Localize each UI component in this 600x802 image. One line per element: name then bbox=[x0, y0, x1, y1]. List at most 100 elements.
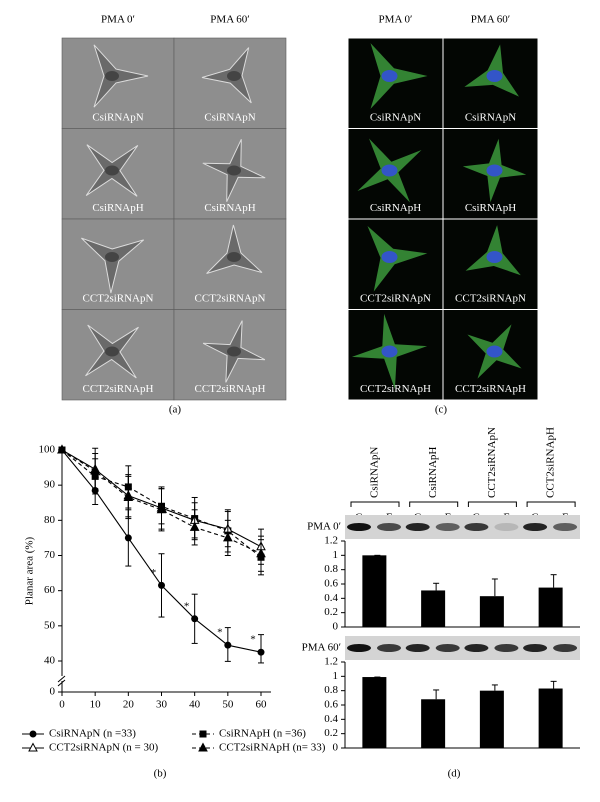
panel-label: (a) bbox=[169, 404, 182, 416]
blot-band bbox=[523, 523, 548, 531]
column-header: PMA 0′ bbox=[379, 14, 413, 26]
nucleus bbox=[381, 345, 398, 358]
y-tick-label: 0.2 bbox=[324, 606, 338, 618]
panel-label: (d) bbox=[448, 768, 461, 780]
nucleus bbox=[227, 165, 241, 176]
blot-band bbox=[435, 644, 460, 652]
x-tick-label: 40 bbox=[189, 699, 201, 711]
cell-label: CCT2siRNApH bbox=[195, 383, 266, 395]
series-line bbox=[61, 449, 262, 653]
nucleus bbox=[227, 71, 241, 81]
y-axis-label: Planar area (%) bbox=[24, 536, 36, 605]
bar bbox=[479, 596, 504, 627]
cell-label: CCT2siRNApH bbox=[83, 383, 154, 395]
y-tick-label: 40 bbox=[44, 655, 56, 667]
blot-band bbox=[435, 523, 460, 531]
blot-band bbox=[494, 644, 519, 652]
x-tick-label: 10 bbox=[90, 699, 102, 711]
nucleus bbox=[486, 251, 503, 263]
nucleus bbox=[105, 71, 119, 81]
group-header: CCT2siRNApH bbox=[545, 427, 557, 498]
marker bbox=[198, 742, 208, 752]
blot-band bbox=[377, 523, 401, 531]
bar bbox=[421, 590, 446, 627]
bar bbox=[538, 587, 563, 627]
nucleus bbox=[486, 70, 503, 82]
y-tick-label: 0 bbox=[50, 686, 56, 698]
legend-label: CsiRNApH (n =36) bbox=[219, 728, 306, 740]
y-tick-label: 0.8 bbox=[324, 684, 338, 696]
blot-label: PMA 60′ bbox=[302, 642, 341, 654]
cell-label: CCT2siRNApH bbox=[455, 383, 526, 395]
x-tick-label: 50 bbox=[222, 699, 234, 711]
bar bbox=[538, 688, 563, 748]
y-tick-label: 0.8 bbox=[324, 563, 338, 575]
cell-label: CCT2siRNApN bbox=[455, 293, 526, 305]
panel-label: (c) bbox=[435, 404, 448, 416]
cell-label: CCT2siRNApN bbox=[360, 293, 431, 305]
significance-mark: * bbox=[217, 627, 223, 639]
group-header: CCT2siRNApN bbox=[486, 427, 498, 498]
marker bbox=[57, 444, 67, 454]
micrograph bbox=[61, 37, 175, 129]
group-bracket bbox=[350, 501, 400, 507]
nucleus bbox=[227, 252, 241, 262]
x-tick-label: 30 bbox=[156, 699, 168, 711]
cell-label: CsiRNApN bbox=[204, 112, 255, 124]
blot-band bbox=[464, 523, 489, 531]
y-tick-label: 100 bbox=[39, 444, 56, 456]
cell-label: CsiRNApN bbox=[465, 112, 516, 124]
blot-band bbox=[347, 523, 371, 531]
marker bbox=[124, 534, 132, 542]
cell-label: CCT2siRNApH bbox=[360, 383, 431, 395]
blot-band bbox=[377, 644, 401, 652]
marker bbox=[156, 504, 167, 514]
group-header: CsiRNApN bbox=[369, 447, 381, 498]
marker bbox=[28, 742, 38, 752]
marker bbox=[257, 648, 265, 656]
cell-label: CsiRNApH bbox=[204, 202, 255, 214]
cell-label: CsiRNApH bbox=[370, 202, 421, 214]
blot-band bbox=[405, 523, 430, 531]
y-tick-label: 80 bbox=[44, 514, 56, 526]
column-header: PMA 0′ bbox=[101, 14, 135, 26]
marker bbox=[29, 730, 37, 738]
column-header: PMA 60′ bbox=[210, 14, 249, 26]
y-tick-label: 0.2 bbox=[324, 727, 338, 739]
cell-label: CCT2siRNApN bbox=[195, 293, 266, 305]
nucleus bbox=[105, 252, 119, 262]
x-tick-label: 0 bbox=[59, 699, 65, 711]
significance-mark: * bbox=[151, 567, 157, 579]
y-tick-label: 1.2 bbox=[324, 656, 338, 668]
bar bbox=[362, 677, 387, 748]
cell-label: CCT2siRNApN bbox=[83, 293, 154, 305]
column-header: PMA 60′ bbox=[471, 14, 510, 26]
nucleus bbox=[105, 346, 119, 357]
y-tick-label: 1.2 bbox=[324, 535, 338, 547]
y-tick-label: 0 bbox=[333, 621, 339, 633]
legend-label: CCT2siRNApH (n= 33) bbox=[219, 742, 326, 754]
x-tick-label: 20 bbox=[123, 699, 135, 711]
nucleus bbox=[486, 345, 503, 358]
blot-band bbox=[553, 644, 578, 652]
y-tick-label: 1 bbox=[333, 549, 339, 561]
marker bbox=[123, 491, 134, 501]
marker bbox=[191, 615, 199, 623]
group-bracket bbox=[467, 501, 517, 507]
blot-band bbox=[523, 644, 548, 652]
x-tick-label: 60 bbox=[256, 699, 268, 711]
nucleus bbox=[486, 164, 503, 177]
blot-band bbox=[494, 523, 519, 531]
cell-label: CsiRNApN bbox=[92, 112, 143, 124]
cell-shape bbox=[93, 44, 149, 108]
marker bbox=[222, 532, 233, 542]
blot-band bbox=[347, 644, 371, 652]
significance-mark: * bbox=[250, 634, 256, 646]
y-tick-label: 50 bbox=[44, 619, 56, 631]
cell-label: CsiRNApH bbox=[465, 202, 516, 214]
y-tick-label: 0 bbox=[333, 742, 339, 754]
cell-shape bbox=[465, 225, 521, 276]
panel-label: (b) bbox=[154, 768, 167, 780]
legend-label: CCT2siRNApN (n = 30) bbox=[49, 742, 159, 754]
